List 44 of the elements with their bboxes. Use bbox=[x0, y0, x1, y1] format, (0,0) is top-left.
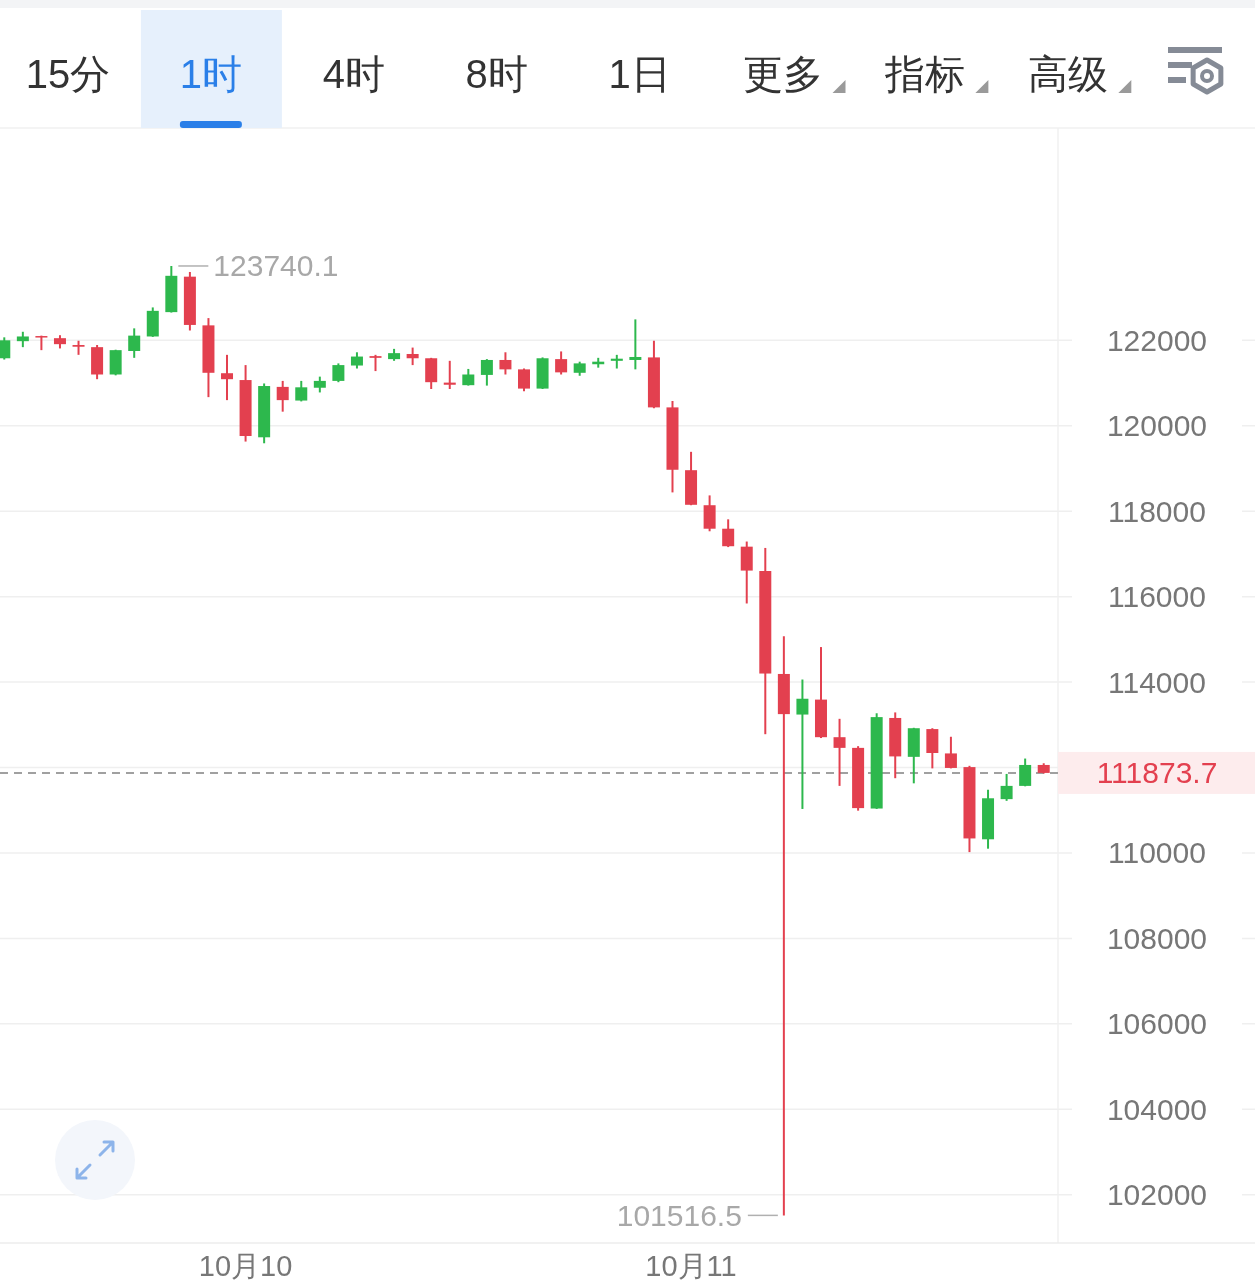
candlestick bbox=[499, 351, 512, 376]
annotation: 123740.1 bbox=[213, 249, 339, 283]
candlestick bbox=[833, 717, 846, 787]
y-tick-label: 120000 bbox=[1106, 409, 1208, 443]
y-tick-label: 116000 bbox=[1108, 580, 1206, 614]
ref-line-label: 111873.7 bbox=[1096, 756, 1218, 790]
x-tick-label: 10月11 bbox=[645, 1250, 737, 1282]
candlestick bbox=[425, 356, 438, 391]
y-tick-label: 114000 bbox=[1108, 665, 1206, 699]
candlestick bbox=[128, 327, 141, 359]
text: 高级 bbox=[1028, 52, 1109, 96]
text: 指标 bbox=[884, 52, 966, 96]
y-tick-label: 108000 bbox=[1106, 921, 1208, 955]
candlestick bbox=[276, 379, 289, 413]
candlestick bbox=[332, 362, 345, 384]
annotation: 101516.5 bbox=[616, 1198, 742, 1232]
x-tick-label: 10月10 bbox=[198, 1250, 293, 1282]
text: 更多 bbox=[742, 52, 823, 96]
y-tick-label: 104000 bbox=[1106, 1092, 1208, 1126]
text: 1日 bbox=[608, 52, 671, 96]
text: 1时 bbox=[179, 52, 243, 96]
candlestick bbox=[555, 350, 568, 376]
y-tick-label: 118000 bbox=[1108, 494, 1206, 528]
candlestick bbox=[443, 359, 456, 391]
y-tick-label: 102000 bbox=[1106, 1178, 1208, 1212]
candlestick bbox=[1000, 772, 1013, 802]
candlestick bbox=[480, 358, 493, 387]
y-tick-label: 122000 bbox=[1106, 323, 1208, 357]
candlestick bbox=[703, 494, 716, 533]
candlestick bbox=[926, 727, 939, 770]
candlestick bbox=[1019, 757, 1032, 788]
text: 15分 bbox=[25, 52, 111, 96]
text: 4时 bbox=[322, 52, 385, 96]
candlestick bbox=[944, 735, 957, 770]
candlestick bbox=[740, 540, 753, 605]
candlestick bbox=[796, 678, 809, 810]
candlestick bbox=[629, 318, 642, 371]
candlestick bbox=[722, 518, 735, 549]
y-tick-label: 110000 bbox=[1108, 836, 1206, 870]
text: 8时 bbox=[465, 52, 528, 96]
candlestick bbox=[0, 336, 11, 361]
candlestick bbox=[777, 635, 790, 1217]
candlestick bbox=[221, 353, 234, 402]
y-tick-label: 106000 bbox=[1106, 1007, 1208, 1041]
